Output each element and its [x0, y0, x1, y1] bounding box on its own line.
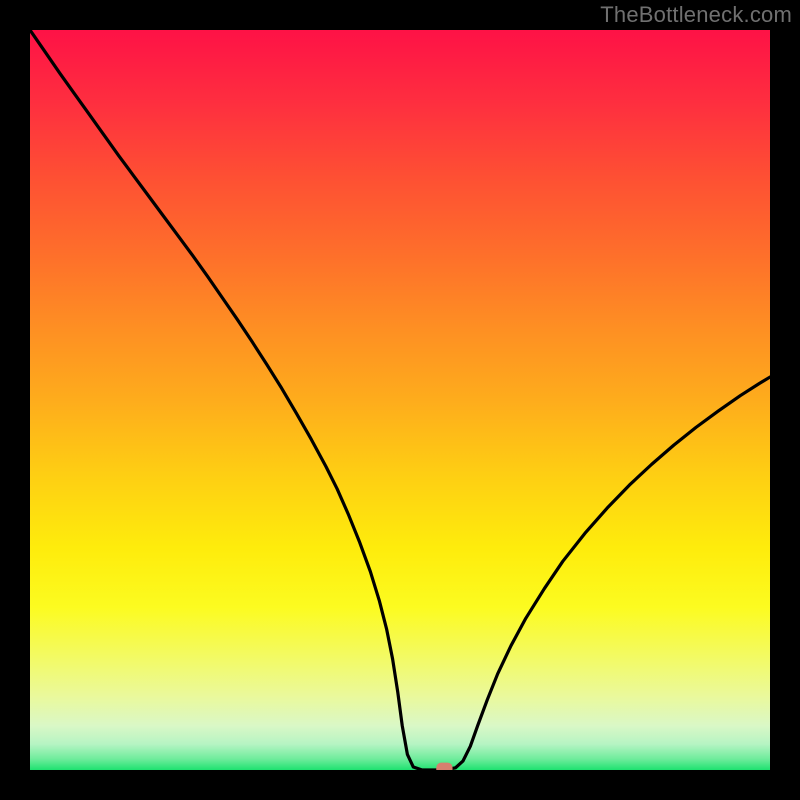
optimum-marker: [436, 763, 452, 770]
bottleneck-chart: [30, 30, 770, 770]
plot-area: [30, 30, 770, 770]
gradient-background: [30, 30, 770, 770]
watermark-text: TheBottleneck.com: [600, 2, 792, 28]
chart-frame: TheBottleneck.com: [0, 0, 800, 800]
